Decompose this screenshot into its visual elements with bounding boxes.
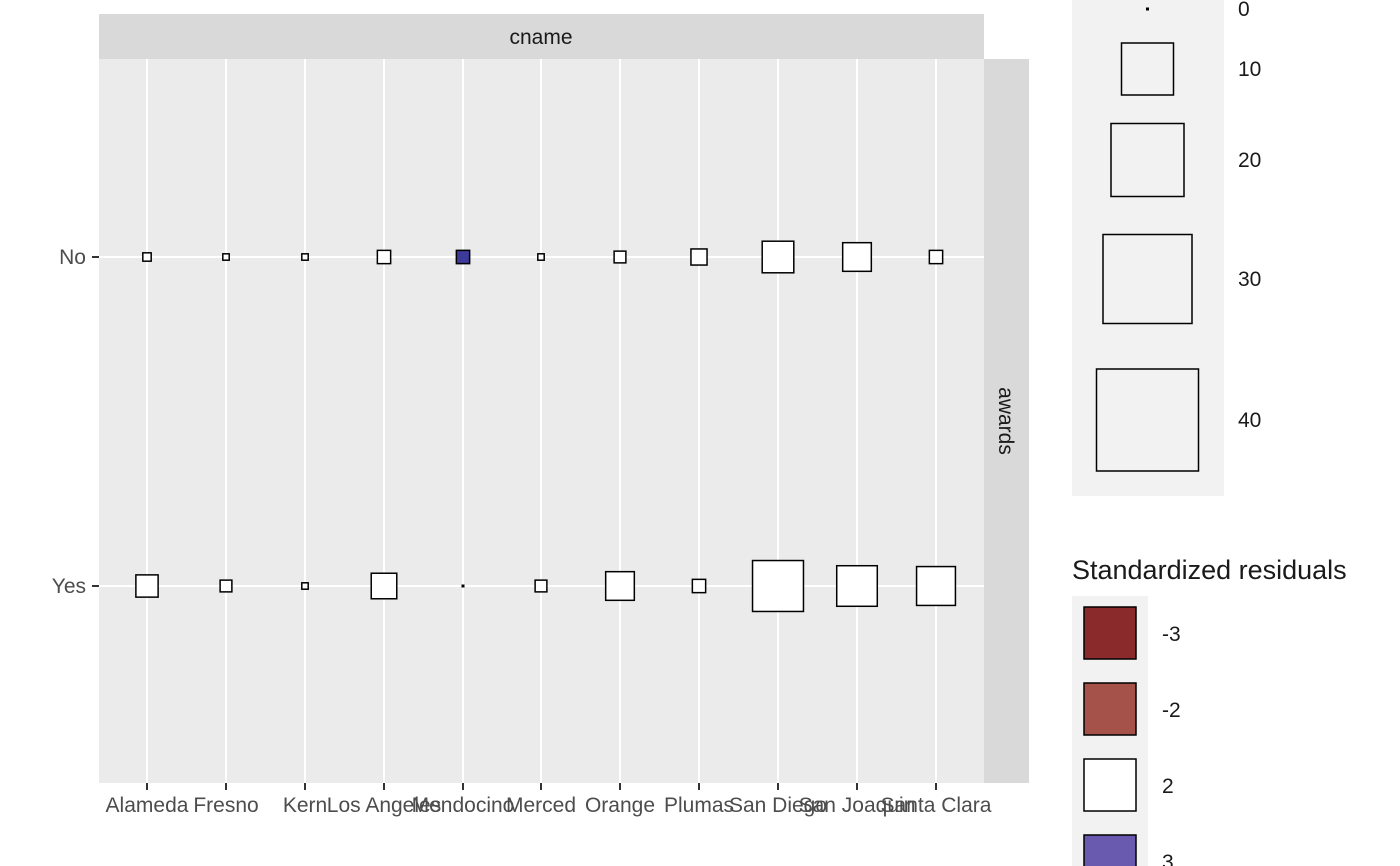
fill-legend-label: 2 [1162, 775, 1174, 798]
size-legend-label: 10 [1238, 58, 1261, 81]
size-legend-label: 30 [1238, 268, 1261, 291]
x-tick-label: Plumas [664, 794, 734, 817]
mosaic-cell [835, 564, 879, 608]
x-tick-label: Kern [283, 794, 327, 817]
fill-legend-key [1083, 758, 1137, 812]
fill-legend-label: -3 [1162, 623, 1181, 646]
fill-legend-title: Standardized residuals [1072, 555, 1347, 585]
x-tick-label: Alameda [106, 794, 189, 817]
x-tick-label: Orange [585, 794, 655, 817]
fill-legend: Standardized residuals -3 -2 2 3 [1072, 555, 1347, 866]
facet-strip-right [984, 59, 1029, 783]
size-legend-label: 40 [1238, 409, 1261, 432]
x-tick-label: Fresno [193, 794, 258, 817]
size-legend-label: 0 [1238, 0, 1250, 21]
y-tick-label: Yes [52, 575, 86, 598]
x-axis: Alameda Fresno Kern Los AngelesMendocinoMer… [106, 783, 992, 817]
size-legend-key [1095, 368, 1200, 472]
x-tick-label: San Diego [729, 794, 827, 817]
x-tick-label: Merced [506, 794, 576, 817]
mosaic-cell [461, 584, 465, 588]
mosaic-cell [222, 253, 230, 261]
mosaic-cell [751, 559, 805, 613]
size-legend-key [1146, 7, 1149, 11]
x-tick-label: Los Angeles [327, 794, 441, 817]
facet-strip-top [99, 14, 984, 59]
fill-legend-label: -2 [1162, 699, 1181, 722]
mosaic-cell [604, 570, 636, 602]
size-legend-key [1120, 42, 1175, 96]
mosaic-cell [690, 248, 708, 266]
mosaic-cell [841, 241, 873, 273]
mosaic-cell [142, 252, 152, 262]
mosaic-cell [370, 572, 398, 600]
mosaic-cell [761, 240, 795, 274]
fill-legend-label: 3 [1162, 851, 1174, 866]
fill-legend-key [1083, 606, 1137, 660]
size-legend-key [1110, 122, 1185, 198]
mosaic-cell [219, 579, 233, 593]
mosaic-cell [301, 253, 309, 261]
y-tick-label: No [59, 246, 86, 269]
x-tick-label: Santa Clara [881, 794, 992, 817]
facet-strip-right-label: awards [994, 387, 1017, 455]
mosaic-cell [135, 574, 159, 598]
mosaic-cell [613, 250, 627, 264]
mosaic-cell [455, 249, 471, 265]
mosaic-cell [301, 582, 309, 590]
mosaic-cell [915, 565, 957, 607]
x-tick-label: San Joaquin [799, 794, 916, 817]
size-legend: 0 10 20 30 40 [1072, 0, 1261, 496]
mosaic-cells [135, 240, 957, 613]
y-axis: No Yes [52, 246, 99, 598]
mosaic-cell [534, 579, 548, 593]
grid-lines [99, 59, 984, 783]
fill-legend-key [1083, 682, 1137, 736]
size-legend-key [1102, 233, 1193, 325]
mosaic-cell [928, 249, 944, 265]
size-legend-label: 20 [1238, 149, 1261, 172]
fill-legend-key [1083, 834, 1137, 866]
mosaic-cell [376, 249, 392, 265]
mosaic-cell [537, 253, 545, 261]
x-tick-label: Mendocino [412, 794, 515, 817]
facet-strip-top-label: cname [509, 26, 572, 49]
mosaic-cell [691, 578, 707, 594]
